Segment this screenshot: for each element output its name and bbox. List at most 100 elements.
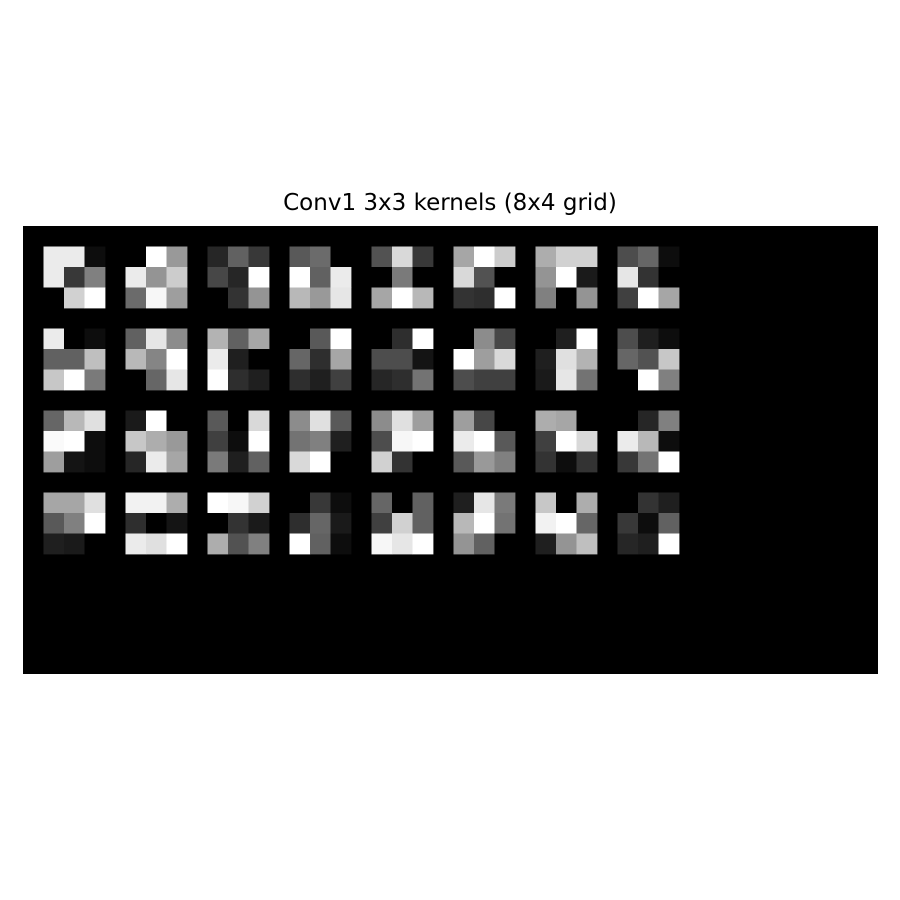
kernel-7-cell-r2c2 (556, 267, 577, 288)
kernel-19-cell-r3c2 (228, 452, 249, 473)
kernel-19-cell-r2c2 (228, 431, 249, 452)
kernel-32-cell-r3c2 (638, 534, 659, 555)
kernel-3-cell-r2c3 (249, 267, 270, 288)
kernel-27-cell-r3c3 (249, 534, 270, 555)
kernel-15-cell-r1c3 (577, 329, 598, 350)
kernel-31-cell-r2c2 (556, 513, 577, 534)
kernel-4-cell-r3c3 (331, 288, 352, 309)
kernel-2-cell-r1c2 (146, 247, 167, 268)
kernel-30-cell-r2c1 (454, 513, 475, 534)
kernel-31-cell-r3c3 (577, 534, 598, 555)
kernel-10-cell-r3c1 (126, 370, 147, 391)
kernel-20-cell-r3c3 (331, 452, 352, 473)
kernel-20-cell-r2c3 (331, 431, 352, 452)
kernel-24-cell-r3c1 (618, 452, 639, 473)
kernel-29-cell-r3c1 (372, 534, 393, 555)
kernel-4-cell-r2c2 (310, 267, 331, 288)
kernel-6-cell-r1c1 (454, 247, 475, 268)
kernel-8-cell-r1c2 (638, 247, 659, 268)
kernel-19-cell-r3c3 (249, 452, 270, 473)
kernel-11-cell-r2c3 (249, 349, 270, 370)
kernel-22-cell-r2c3 (495, 431, 516, 452)
kernel-5-cell-r2c3 (413, 267, 434, 288)
kernel-30-cell-r1c1 (454, 493, 475, 514)
kernel-11-cell-r2c2 (228, 349, 249, 370)
kernel-6-cell-r3c1 (454, 288, 475, 309)
kernel-2-cell-r2c3 (167, 267, 188, 288)
kernel-16-cell-r3c3 (659, 370, 680, 391)
kernel-19-cell-r1c3 (249, 411, 270, 432)
kernel-24-cell-r1c3 (659, 411, 680, 432)
kernel-7-cell-r1c1 (536, 247, 557, 268)
kernel-6-cell-r2c2 (474, 267, 495, 288)
kernel-6-cell-r2c1 (454, 267, 475, 288)
kernel-16-cell-r1c1 (618, 329, 639, 350)
kernel-28-cell-r3c2 (310, 534, 331, 555)
kernel-16-cell-r3c2 (638, 370, 659, 391)
kernel-1-cell-r3c1 (44, 288, 65, 309)
kernel-30-cell-r2c3 (495, 513, 516, 534)
kernel-26-cell-r1c3 (167, 493, 188, 514)
kernel-28-cell-r1c1 (290, 493, 311, 514)
kernel-3-cell-r1c2 (228, 247, 249, 268)
kernel-20-cell-r2c1 (290, 431, 311, 452)
kernel-21-cell-r3c1 (372, 452, 393, 473)
kernel-19-cell-r2c1 (208, 431, 229, 452)
kernel-28-cell-r3c3 (331, 534, 352, 555)
kernel-32-cell-r2c3 (659, 513, 680, 534)
kernel-3-cell-r1c1 (208, 247, 229, 268)
kernel-8-cell-r2c3 (659, 267, 680, 288)
kernel-22-cell-r3c3 (495, 452, 516, 473)
kernel-26-cell-r1c2 (146, 493, 167, 514)
kernel-32-cell-r3c1 (618, 534, 639, 555)
kernel-14-cell-r3c1 (454, 370, 475, 391)
kernel-23-cell-r2c1 (536, 431, 557, 452)
kernel-24-cell-r2c2 (638, 431, 659, 452)
kernel-25-cell-r2c3 (85, 513, 106, 534)
kernel-12-cell-r3c3 (331, 370, 352, 391)
kernel-21-cell-r1c3 (413, 411, 434, 432)
kernel-2-cell-r3c2 (146, 288, 167, 309)
kernel-29-cell-r1c1 (372, 493, 393, 514)
kernel-18-cell-r1c3 (167, 411, 188, 432)
kernel-25-cell-r1c2 (64, 493, 85, 514)
kernel-9-cell-r3c3 (85, 370, 106, 391)
kernel-9-cell-r3c1 (44, 370, 65, 391)
kernel-17-cell-r1c2 (64, 411, 85, 432)
kernel-17-cell-r2c1 (44, 431, 65, 452)
kernel-29-cell-r3c2 (392, 534, 413, 555)
kernel-4-cell-r1c3 (331, 247, 352, 268)
kernel-12-cell-r3c1 (290, 370, 311, 391)
kernel-29-cell-r2c1 (372, 513, 393, 534)
kernel-23-cell-r1c3 (577, 411, 598, 432)
kernel-25-cell-r2c1 (44, 513, 65, 534)
kernel-16-cell-r3c1 (618, 370, 639, 391)
kernel-4-cell-r2c1 (290, 267, 311, 288)
kernel-21-cell-r2c2 (392, 431, 413, 452)
kernel-7-cell-r3c3 (577, 288, 598, 309)
kernel-27-cell-r2c3 (249, 513, 270, 534)
kernel-3-cell-r3c3 (249, 288, 270, 309)
kernel-15-cell-r2c3 (577, 349, 598, 370)
kernel-3-cell-r2c1 (208, 267, 229, 288)
kernel-11-cell-r1c1 (208, 329, 229, 350)
kernel-5-cell-r2c2 (392, 267, 413, 288)
kernel-15-cell-r2c1 (536, 349, 557, 370)
kernel-26-cell-r3c3 (167, 534, 188, 555)
kernel-14-cell-r1c1 (454, 329, 475, 350)
kernel-12-cell-r2c1 (290, 349, 311, 370)
kernel-24-cell-r3c3 (659, 452, 680, 473)
kernel-32-cell-r3c3 (659, 534, 680, 555)
kernel-22-cell-r1c3 (495, 411, 516, 432)
kernel-4-cell-r1c2 (310, 247, 331, 268)
kernel-18-cell-r3c2 (146, 452, 167, 473)
kernel-19-cell-r3c1 (208, 452, 229, 473)
kernel-9-cell-r2c2 (64, 349, 85, 370)
kernel-31-cell-r3c2 (556, 534, 577, 555)
kernel-28-cell-r1c3 (331, 493, 352, 514)
kernel-20-cell-r2c2 (310, 431, 331, 452)
kernel-13-cell-r3c1 (372, 370, 393, 391)
kernel-14-cell-r2c1 (454, 349, 475, 370)
kernel-7-cell-r1c3 (577, 247, 598, 268)
kernel-21-cell-r1c2 (392, 411, 413, 432)
